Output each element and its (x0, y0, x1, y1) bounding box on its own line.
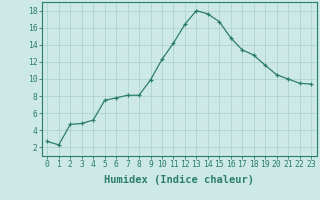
X-axis label: Humidex (Indice chaleur): Humidex (Indice chaleur) (104, 175, 254, 185)
